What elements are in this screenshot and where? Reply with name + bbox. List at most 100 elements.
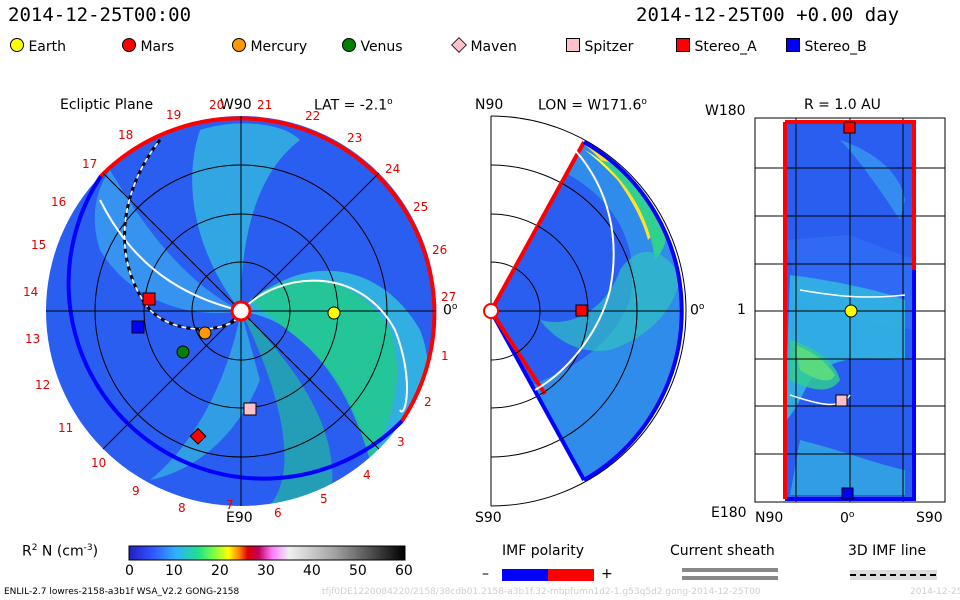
carrington-tick: 14 bbox=[23, 285, 39, 299]
meridional-plot bbox=[483, 115, 687, 507]
legend-earth-label: Earth bbox=[28, 39, 66, 55]
carrington-tick: 13 bbox=[25, 332, 41, 346]
current-sheath-line-b bbox=[682, 576, 778, 580]
legend-mercury-label: Mercury bbox=[250, 39, 308, 55]
colorbar-label: R2 N (cm-3) bbox=[22, 543, 99, 560]
panel3-bottom-left: E180 bbox=[711, 505, 747, 521]
mercury-body-icon bbox=[198, 326, 212, 340]
imf3d-title: 3D IMF line bbox=[848, 543, 927, 559]
venus-body-icon bbox=[176, 345, 190, 359]
carrington-tick: 6 bbox=[274, 506, 282, 520]
carrington-tick: 15 bbox=[31, 238, 47, 252]
footer-model: ENLIL-2.7 lowres-2158-a3b1f WSA_V2.2 GON… bbox=[4, 587, 240, 597]
earth-body-icon bbox=[327, 306, 341, 320]
legend-venus: Venus bbox=[342, 38, 403, 55]
mercury-marker-icon bbox=[232, 38, 246, 52]
panel3-x-label-s90: S90 bbox=[916, 510, 943, 526]
stereo-b-body-icon bbox=[131, 320, 145, 334]
panel3-top-left: W180 bbox=[705, 103, 746, 119]
current-sheath-line-a bbox=[682, 568, 778, 572]
earth-marker-icon bbox=[10, 38, 24, 52]
panel1-lat-label: LAT = -2.1o bbox=[314, 97, 393, 114]
carrington-tick: 7 bbox=[226, 498, 234, 512]
carrington-tick: 27 bbox=[441, 290, 457, 304]
carrington-tick: 9 bbox=[132, 484, 140, 498]
colorbar-tick: 50 bbox=[349, 563, 367, 579]
panel3-mid-left: 1 bbox=[737, 302, 746, 318]
legend-spitzer-label: Spitzer bbox=[584, 39, 634, 55]
panel1-top-label: W90 bbox=[220, 97, 252, 113]
current-sheath-title: Current sheath bbox=[670, 543, 775, 559]
colorbar-tick: 30 bbox=[257, 563, 275, 579]
legend-maven-label: Maven bbox=[470, 39, 517, 55]
carrington-tick: 23 bbox=[347, 131, 363, 145]
legend-mars-label: Mars bbox=[140, 39, 175, 55]
legend-stereo-a-label: Stereo_A bbox=[694, 39, 757, 55]
carrington-tick: 26 bbox=[432, 243, 448, 257]
maven-body-icon bbox=[189, 427, 207, 445]
panel2-lon-label: LON = W171.6o bbox=[538, 97, 647, 114]
panel3-x-label-n90: N90 bbox=[755, 510, 784, 526]
carrington-tick: 17 bbox=[82, 157, 98, 171]
legend-stereo-a: Stereo_A bbox=[676, 38, 757, 55]
carrington-tick: 4 bbox=[363, 468, 371, 482]
venus-marker-icon bbox=[342, 38, 356, 52]
legend-earth: Earth bbox=[10, 38, 66, 55]
carrington-tick: 21 bbox=[257, 98, 273, 112]
spitzer-shell-icon bbox=[835, 394, 848, 407]
legend-stereo-b: Stereo_B bbox=[786, 38, 867, 55]
spitzer-marker-icon bbox=[566, 38, 580, 52]
colorbar-tick: 0 bbox=[125, 563, 134, 579]
panel1-right-label: 0o bbox=[443, 302, 458, 319]
panel1-bottom-label: E90 bbox=[226, 510, 253, 526]
footer-faint-date: 2014-12-25 bbox=[910, 587, 960, 597]
colorbar-tick: 40 bbox=[303, 563, 321, 579]
carrington-tick: 8 bbox=[178, 501, 186, 515]
imf-plus-label: + bbox=[601, 566, 613, 582]
carrington-tick: 11 bbox=[58, 421, 74, 435]
carrington-tick: 16 bbox=[51, 195, 67, 209]
stereo-a-marker-icon bbox=[676, 38, 690, 52]
left-timestamp: 2014-12-25T00:00 bbox=[8, 4, 192, 26]
panel2-bottom-left: S90 bbox=[475, 510, 502, 526]
density-colorbar bbox=[128, 545, 406, 561]
carrington-tick: 22 bbox=[305, 109, 321, 123]
carrington-tick: 18 bbox=[118, 128, 134, 142]
legend-stereo-b-label: Stereo_B bbox=[804, 39, 867, 55]
carrington-tick: 12 bbox=[35, 378, 51, 392]
imf-positive-swatch bbox=[548, 569, 594, 581]
carrington-tick: 10 bbox=[91, 456, 107, 470]
colorbar-tick: 10 bbox=[165, 563, 183, 579]
carrington-tick: 24 bbox=[385, 162, 401, 176]
carrington-tick: 19 bbox=[166, 108, 182, 122]
mars-marker-icon bbox=[122, 38, 136, 52]
carrington-tick: 20 bbox=[209, 98, 225, 112]
footer-faint: tfjf0DE1220084220/2158/38cdb01.2158-a3b1… bbox=[322, 587, 761, 597]
imf-polarity-title: IMF polarity bbox=[502, 543, 585, 559]
legend-mars: Mars bbox=[122, 38, 174, 55]
spitzer-body-icon bbox=[243, 402, 257, 416]
panel2-top-left: N90 bbox=[475, 97, 504, 113]
ecliptic-plane-plot bbox=[46, 116, 437, 506]
imf-negative-swatch bbox=[502, 569, 548, 581]
colorbar-tick: 60 bbox=[395, 563, 413, 579]
carrington-tick: 1 bbox=[441, 349, 449, 363]
carrington-tick: 5 bbox=[320, 492, 328, 506]
earth-shell-icon bbox=[844, 304, 858, 318]
panel1-title: Ecliptic Plane bbox=[60, 97, 154, 113]
stereo-a-meridional-icon bbox=[575, 304, 588, 317]
carrington-tick: 3 bbox=[397, 435, 405, 449]
colorbar-tick: 20 bbox=[211, 563, 229, 579]
stereo-a-body-icon bbox=[142, 292, 156, 306]
imf-minus-label: – bbox=[482, 566, 489, 582]
right-timestamp: 2014-12-25T00 +0.00 day bbox=[636, 4, 900, 26]
stereo-b-shell-icon bbox=[841, 487, 854, 500]
carrington-tick: 25 bbox=[413, 200, 429, 214]
panel3-title: R = 1.0 AU bbox=[804, 97, 881, 113]
shell-plot bbox=[754, 117, 946, 503]
panel2-right-label: 0o bbox=[690, 302, 705, 319]
legend-maven: Maven bbox=[451, 37, 517, 55]
panel3-x-label-0: 0o bbox=[840, 510, 855, 527]
legend-venus-label: Venus bbox=[360, 39, 403, 55]
